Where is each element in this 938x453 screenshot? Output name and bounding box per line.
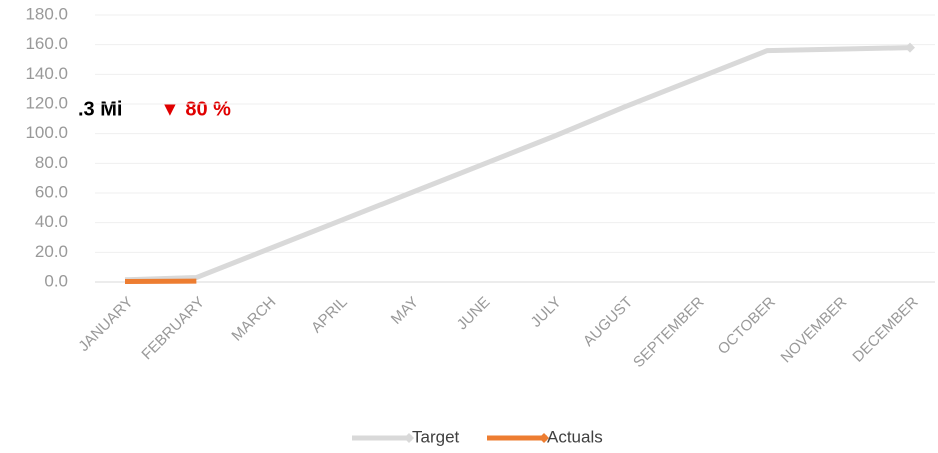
y-tick-label: 60.0 xyxy=(35,182,68,201)
x-tick-label: OCTOBER xyxy=(715,293,779,357)
y-tick-label: 40.0 xyxy=(35,212,68,231)
x-tick-label: JANUARY xyxy=(75,294,136,355)
y-tick-label: 0.0 xyxy=(44,271,68,290)
y-tick-label: 140.0 xyxy=(25,64,68,83)
x-tick-label: MAY xyxy=(388,294,422,328)
x-tick-label: DECEMBER xyxy=(849,293,921,365)
y-tick-label: 120.0 xyxy=(25,93,68,112)
legend-marker xyxy=(539,433,549,443)
y-tick-label: 180.0 xyxy=(25,4,68,23)
x-tick-label: APRIL xyxy=(308,294,351,337)
end-marker xyxy=(904,42,915,53)
y-tick-label: 80.0 xyxy=(35,153,68,172)
x-tick-label: FEBRUARY xyxy=(138,294,208,364)
x-tick-label: SEPTEMBER xyxy=(630,294,708,372)
y-tick-label: 20.0 xyxy=(35,242,68,261)
series-line xyxy=(124,45,911,283)
legend-marker xyxy=(404,433,414,443)
x-tick-label: AUGUST xyxy=(580,294,636,350)
annotation-value: .3 Mi xyxy=(78,98,122,120)
x-tick-label: MARCH xyxy=(228,294,279,345)
legend-label: Target xyxy=(412,427,460,446)
x-tick-label: JULY xyxy=(528,294,565,331)
x-tick-label: JUNE xyxy=(454,294,494,334)
annotation-change: ▼ 80 % xyxy=(160,98,231,120)
x-tick-label: NOVEMBER xyxy=(778,294,851,367)
legend-label: Actuals xyxy=(547,427,603,446)
y-tick-label: 160.0 xyxy=(25,34,68,53)
y-tick-label: 100.0 xyxy=(25,123,68,142)
